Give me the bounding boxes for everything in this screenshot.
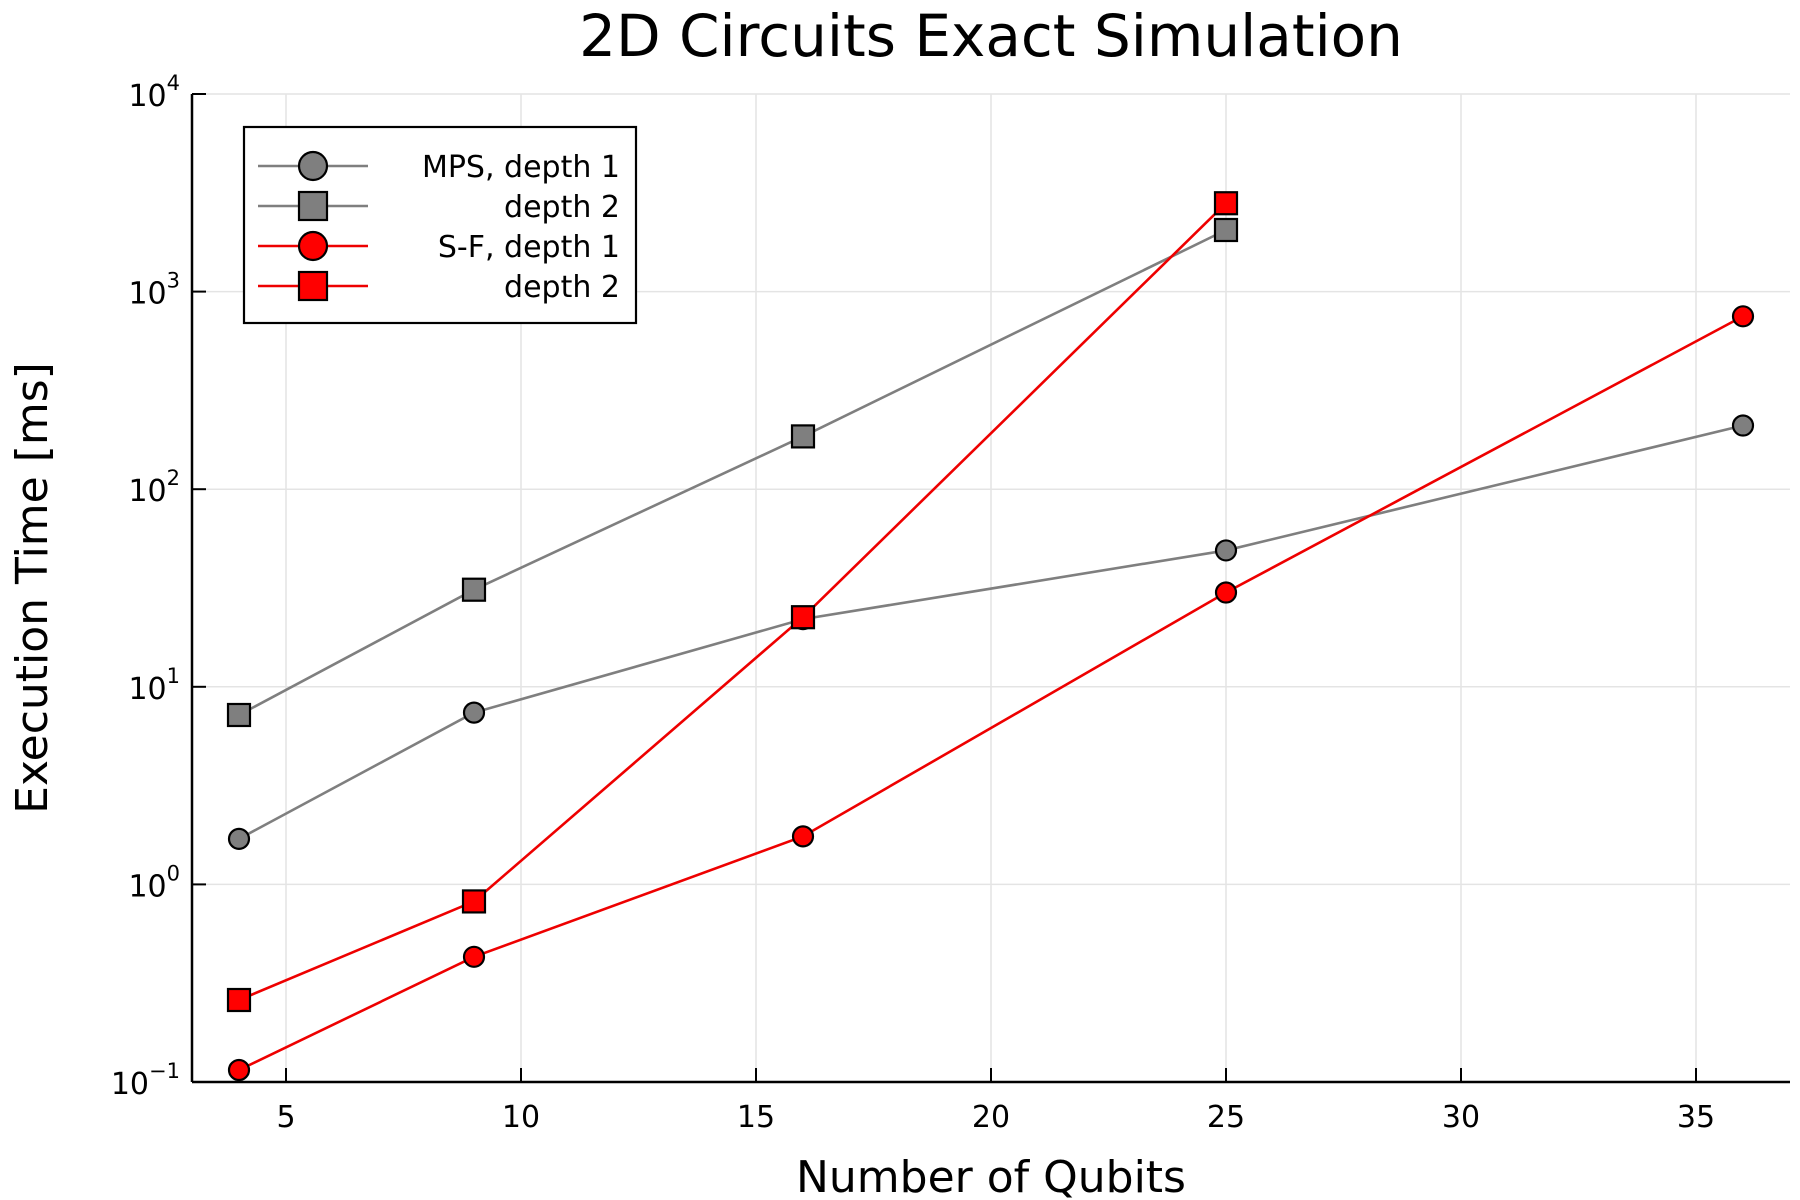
series-line [238,228,1227,717]
x-axis-ticks: 5 10 15 20 25 30 35 [276,1068,1715,1135]
square-point [226,702,252,728]
x-tick-label: 35 [1677,1100,1715,1135]
circle-point [462,701,486,724]
legend-marker [297,270,329,302]
x-tick-label: 10 [502,1100,540,1135]
circle-point [227,827,251,850]
y-axis-label: Execution Time [ms] [7,362,58,814]
y-axis-ticks: 10−1 100 101 102 103 104 [111,71,206,1102]
square-point [1213,191,1239,216]
y-tick-label: 104 [128,71,180,114]
legend-label: depth 2 [504,190,620,225]
x-axis-label: Number of Qubits [796,1152,1186,1200]
square-point [790,424,816,449]
circle-point [1214,539,1238,562]
legend-marker [297,230,329,262]
y-tick-label: 102 [128,466,180,509]
x-tick-label: 15 [737,1100,775,1135]
chart-title: 2D Circuits Exact Simulation [579,2,1403,70]
square-point [790,605,816,630]
legend-marker [297,150,329,182]
legend-marker [297,190,329,222]
y-tick-label: 101 [128,664,180,707]
x-tick-label: 30 [1442,1100,1480,1135]
y-tick-label: 10−1 [111,1059,180,1102]
circle-point [1214,581,1238,604]
y-tick-label: 103 [128,269,180,312]
legend-label: S-F, depth 1 [438,230,620,265]
square-point [461,577,487,602]
legend-label: MPS, depth 1 [422,150,620,185]
circle-point [791,825,815,848]
circle-point [1731,305,1755,328]
y-tick-label: 100 [128,861,180,904]
series-line [238,202,1227,1002]
x-tick-label: 5 [276,1100,295,1135]
circle-point [227,1058,251,1082]
circle-point [1731,414,1755,437]
legend: MPS, depth 1 depth 2 S-F, depth 1 depth 2 [242,125,638,325]
square-point [461,889,487,914]
legend-label: depth 2 [504,270,620,305]
x-tick-label: 20 [972,1100,1010,1135]
square-point [226,987,252,1013]
series-markers [226,191,1755,1082]
circle-point [462,945,486,968]
x-tick-label: 25 [1207,1100,1245,1135]
square-point [1213,217,1239,243]
